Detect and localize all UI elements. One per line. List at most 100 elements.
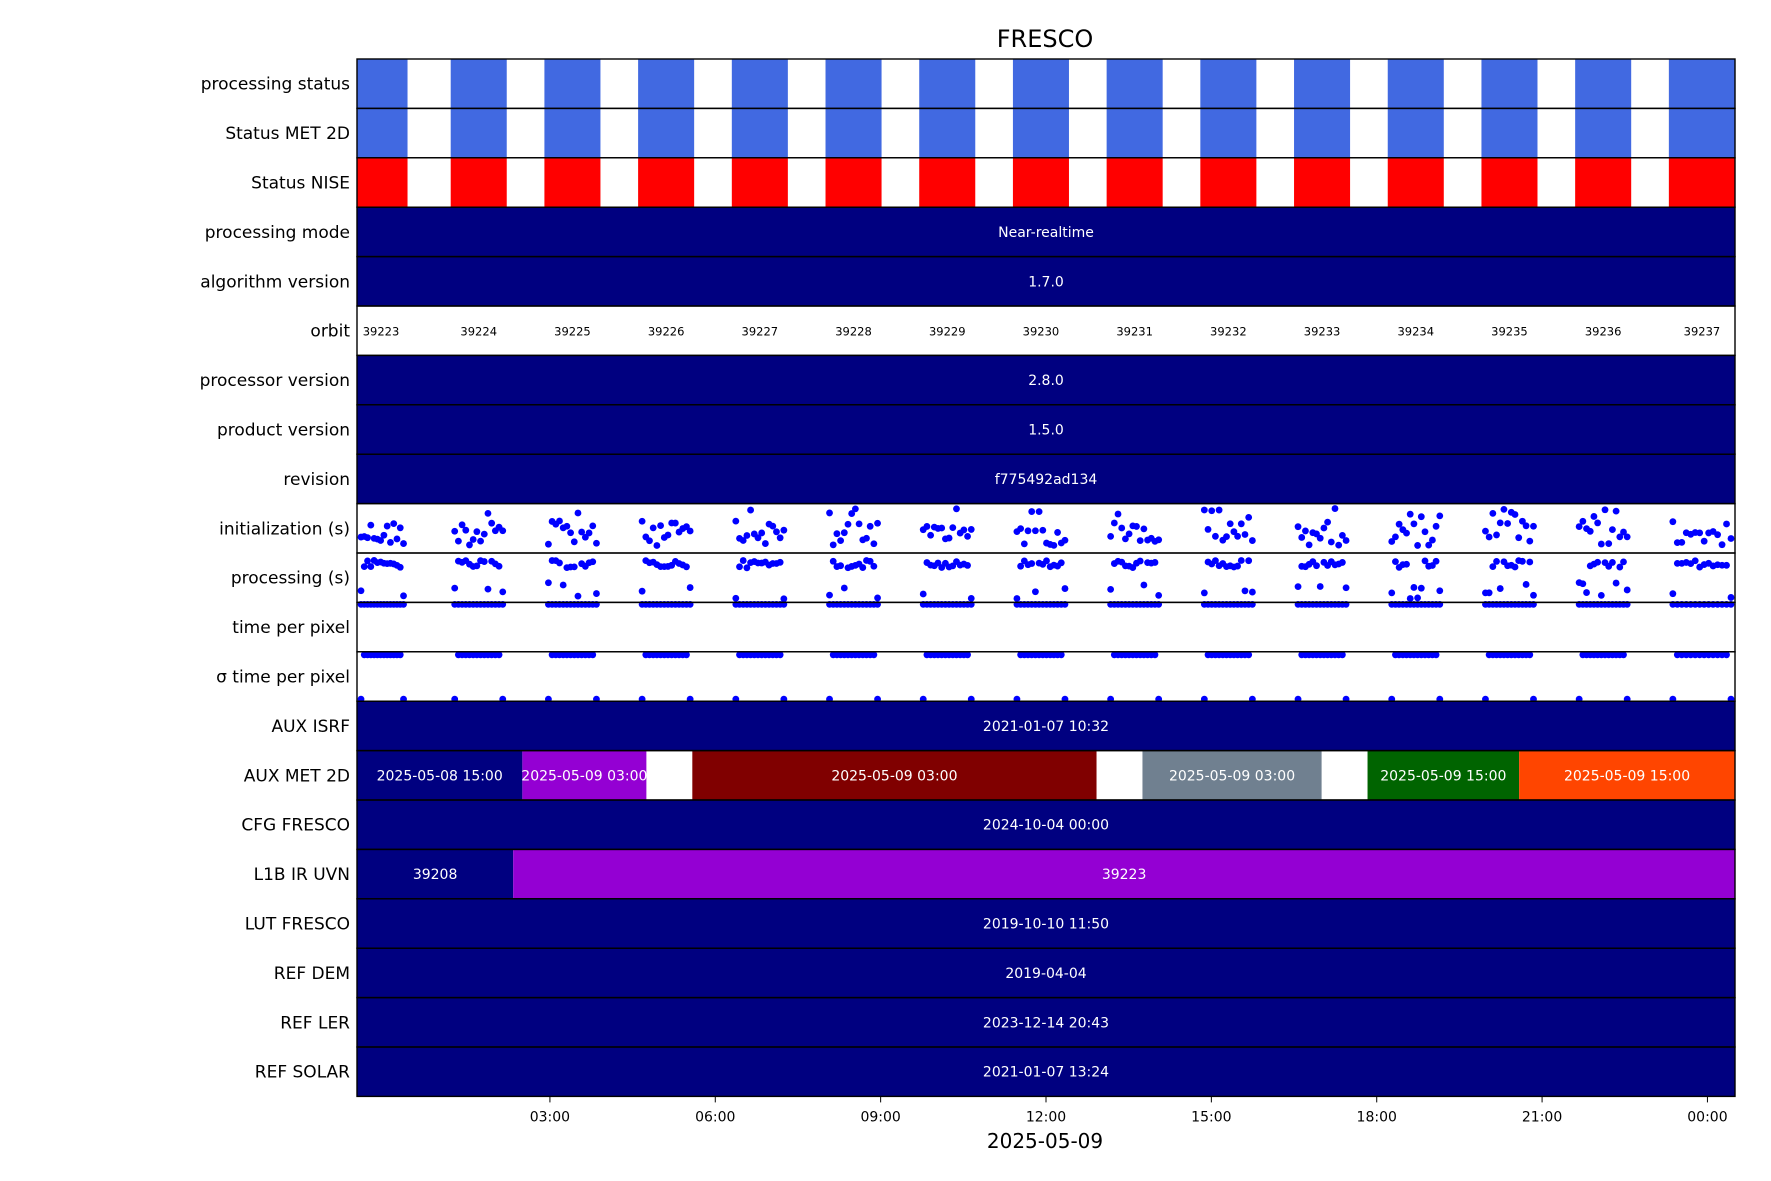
row-initialization-s-point: [1335, 541, 1343, 549]
orbit-label-39233: 39233: [1304, 325, 1341, 339]
row-initialization-s-point: [396, 524, 404, 532]
row-initialization-s-point: [874, 519, 881, 527]
row-processing-s-point: [1200, 589, 1208, 597]
row-processing-status-bar-39236: [1575, 59, 1632, 109]
row-ref-dem-label: REF DEM: [274, 964, 350, 984]
row-initialization-s-point: [1511, 511, 1519, 518]
row-status-met-2d-bar-39224: [450, 108, 507, 158]
row-initialization-s-point: [1395, 520, 1403, 528]
row-initialization-s-point: [747, 506, 754, 514]
row-processing-s-point: [559, 581, 567, 589]
row-revision-label: revision: [283, 470, 350, 490]
row-initialization-s-point: [1054, 529, 1061, 536]
row-processing-status-bar-39224: [450, 59, 507, 109]
row-processing-s-point: [1241, 587, 1249, 595]
row-initialization-s-point: [1342, 537, 1350, 544]
row-processing-s-point: [1609, 559, 1616, 566]
row-time-per-pixel-point: [1620, 651, 1627, 659]
orbit-label-39231: 39231: [1116, 325, 1153, 339]
row-status-met-2d-bar-39230: [1012, 108, 1069, 158]
row-initialization-s-point: [938, 524, 946, 532]
row-initialization-s-point: [1035, 508, 1043, 516]
row-processing-s-point: [964, 562, 971, 569]
row-initialization-s-point: [364, 534, 371, 542]
row-processing-s-point: [732, 594, 740, 602]
orbit-label-39224: 39224: [460, 325, 497, 339]
row-initialization-s-point: [563, 522, 571, 530]
row-processing-s-point: [1107, 585, 1115, 593]
row-aux-met-2d-segment-label-5: 2025-05-09 15:00: [1564, 768, 1690, 784]
row-processing-s-point: [1294, 583, 1302, 591]
row-processing-s-point: [967, 594, 975, 602]
row-status-nise-bar-39228: [825, 157, 882, 208]
row-time-per-pixel-point: [396, 651, 404, 659]
row-processing-s-point: [1583, 589, 1590, 596]
row-initialization-s-point: [1320, 524, 1328, 532]
row-initialization-s-point: [1212, 532, 1219, 540]
row-aux-met-2d-segment-label-2: 2025-05-09 03:00: [831, 768, 957, 784]
x-tick-label-4: 15:00: [1191, 1109, 1231, 1125]
row-ref-ler-label: REF LER: [280, 1013, 350, 1033]
row-processing-s-point: [1342, 584, 1350, 592]
x-tick-label-6: 21:00: [1522, 1109, 1562, 1125]
row-processing-s-point: [736, 563, 743, 571]
row-status-met-2d-bar-39226: [638, 108, 695, 158]
row-processing-s-point: [1727, 594, 1735, 601]
row-status-nise-bar-39231: [1106, 157, 1163, 208]
row-status-nise-bar-39236: [1575, 157, 1632, 208]
row-initialization-s-point: [1204, 526, 1212, 533]
row-processing-status-bar-39233: [1294, 59, 1351, 109]
row-initialization-s-point: [1061, 536, 1069, 544]
x-tick-label-2: 09:00: [860, 1109, 900, 1125]
plot-area: Near-realtime 1.7.0 39223 39224 39225 39226 39…: [200, 58, 1736, 1125]
row-processing-status-bar-39229: [919, 59, 976, 109]
row-initialization-s-point: [837, 537, 845, 545]
row-processing-status-bar-39231: [1106, 59, 1163, 109]
row-aux-isrf-segment-0: [357, 701, 1735, 751]
row-initialization-s-point: [870, 540, 878, 548]
row-processing-s-point: [780, 595, 788, 603]
row-processing-s-point: [1417, 584, 1425, 592]
row-product-version-segment-label-0: 1.5.0: [1028, 423, 1064, 439]
row-l1b-ir-uvn-segment-1: [513, 849, 1735, 899]
row-initialization-s-point: [1579, 517, 1587, 525]
row-initialization-s-point: [1425, 541, 1433, 549]
row-status-met-2d-bar-39233: [1294, 108, 1351, 158]
row-status-nise-label: Status NISE: [251, 174, 350, 194]
row-processing-s-point: [1248, 588, 1256, 596]
orbit-label-39236: 39236: [1585, 325, 1622, 339]
row-initialization-s-point: [1489, 509, 1497, 517]
row-status-nise-bar-39223: [357, 157, 408, 208]
row-status-nise-bar-39237: [1668, 157, 1735, 208]
row-processing-s-point: [545, 579, 552, 587]
row-time-per-pixel-point: [1723, 651, 1730, 659]
row-processing-s-point: [1237, 557, 1245, 564]
row-processing-s-point: [776, 558, 784, 566]
row-initialization-s-point: [671, 519, 679, 527]
row-initialization-s-point: [1248, 537, 1256, 544]
row-processing-s-point: [1140, 581, 1148, 589]
row-aux-met-2d-segment-label-0: 2025-05-08 15:00: [377, 768, 503, 784]
row-initialization-s-point: [488, 519, 496, 527]
row-processing-s-point: [1316, 583, 1324, 590]
x-tick-label-7: 00:00: [1687, 1109, 1727, 1125]
row-initialization-s-point: [1605, 540, 1613, 548]
row-status-met-2d-bar-39227: [731, 108, 788, 158]
row-initialization-s-point: [1500, 505, 1508, 513]
row-initialization-s-point: [1125, 530, 1133, 538]
row-initialization-s-point: [1594, 519, 1602, 527]
row-initialization-s-point: [638, 517, 646, 525]
row-cfg-fresco-label: CFG FRESCO: [241, 816, 350, 836]
row-initialization-s-point: [1522, 522, 1530, 530]
row-status-nise-bar-39224: [450, 157, 507, 208]
row-processing-s-point: [1406, 595, 1414, 602]
orbit-label-39235: 39235: [1491, 325, 1528, 339]
row-l1b-ir-uvn-segment-label-0: 39208: [413, 867, 458, 883]
row-processing-s-point: [1519, 557, 1526, 565]
row-initialization-s-point: [1406, 510, 1414, 518]
row-initialization-s-point: [477, 537, 484, 545]
row-status-nise-bar-39234: [1387, 157, 1444, 208]
row-initialization-s-point: [1669, 518, 1677, 526]
row-processing-s-point: [589, 558, 597, 566]
row-initialization-s-point: [1392, 533, 1399, 541]
